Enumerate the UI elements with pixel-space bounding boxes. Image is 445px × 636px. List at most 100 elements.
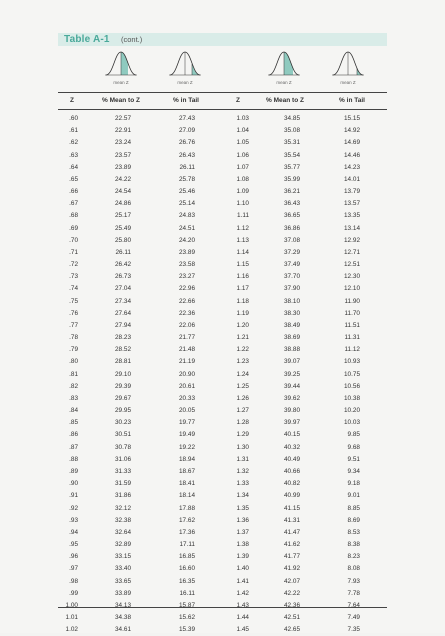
- in-tail-cell: 16.35: [179, 577, 195, 585]
- mean-to-z-cell: 26.42: [115, 261, 131, 269]
- z-cell: .95: [69, 541, 78, 549]
- in-tail-cell: 8.08: [347, 565, 360, 573]
- z-cell: 1.07: [236, 163, 249, 171]
- in-tail-cell: 8.85: [347, 504, 360, 512]
- table-row: .68 25.17 24.83 1.11 36.65 13.35: [58, 210, 387, 222]
- mean-to-z-cell: 37.90: [284, 285, 300, 293]
- in-tail-cell: 8.38: [347, 541, 360, 549]
- table-row: .69 25.49 24.51 1.12 36.86 13.14: [58, 223, 387, 235]
- in-tail-cell: 18.14: [179, 492, 195, 500]
- in-tail-cell: 7.64: [347, 601, 360, 609]
- curve-caption: mean Z: [113, 80, 129, 85]
- z-cell: 1.11: [237, 212, 249, 220]
- mean-to-z-cell: 24.22: [115, 175, 131, 183]
- z-cell: 1.03: [236, 115, 249, 122]
- mean-to-z-cell: 27.34: [115, 297, 131, 305]
- mean-to-z-cell: 39.25: [284, 370, 300, 378]
- table-row: 1.01 34.38 15.62 1.44 42.51 7.49: [58, 612, 387, 624]
- mean-to-z-cell: 25.17: [115, 212, 131, 220]
- z-cell: .90: [69, 480, 78, 488]
- mean-to-z-cell: 33.89: [115, 589, 131, 597]
- mean-to-z-cell: 32.64: [115, 528, 131, 536]
- table-row: .85 30.23 19.77 1.28 39.97 10.03: [58, 417, 387, 429]
- z-cell: .80: [69, 358, 78, 366]
- mean-to-z-cell: 35.54: [284, 151, 300, 159]
- z-cell: .87: [69, 443, 78, 451]
- in-tail-cell: 9.51: [347, 455, 360, 463]
- in-tail-cell: 22.36: [179, 309, 195, 317]
- mean-to-z-cell: 22.91: [115, 127, 131, 135]
- in-tail-cell: 19.77: [179, 419, 195, 427]
- z-cell: .63: [69, 151, 78, 159]
- mean-to-z-cell: 34.61: [115, 626, 131, 634]
- in-tail-cell: 18.94: [179, 455, 195, 463]
- in-tail-cell: 12.92: [344, 236, 360, 244]
- in-tail-cell: 9.34: [347, 467, 360, 475]
- in-tail-cell: 13.35: [344, 212, 360, 220]
- z-cell: .77: [69, 321, 78, 329]
- mean-to-z-cell: 39.80: [284, 407, 300, 415]
- in-tail-cell: 8.69: [347, 516, 360, 524]
- z-cell: 1.25: [236, 382, 249, 390]
- mean-to-z-cell: 31.33: [115, 467, 131, 475]
- table-row: .81 29.10 20.90 1.24 39.25 10.75: [58, 369, 387, 381]
- mean-to-z-cell: 29.10: [115, 370, 131, 378]
- in-tail-cell: 11.70: [344, 309, 360, 317]
- table-row: .90 31.59 18.41 1.33 40.82 9.18: [58, 478, 387, 490]
- mean-to-z-cell: 41.92: [284, 565, 300, 573]
- table-row: .62 23.24 26.76 1.05 35.31 14.69: [58, 137, 387, 149]
- mean-to-z-cell: 23.24: [115, 139, 131, 147]
- table-row: .71 26.11 23.89 1.14 37.29 12.71: [58, 247, 387, 259]
- in-tail-cell: 12.71: [344, 248, 360, 256]
- mean-to-z-cell: 35.31: [284, 139, 300, 147]
- z-cell: 1.38: [236, 541, 249, 549]
- mean-to-z-cell: 30.23: [115, 419, 131, 427]
- z-cell: .86: [69, 431, 78, 439]
- in-tail-cell: 10.20: [344, 407, 360, 415]
- z-cell: .78: [69, 334, 78, 342]
- table-row: .93 32.38 17.62 1.36 41.31 8.69: [58, 515, 387, 527]
- mean-to-z-cell: 42.51: [284, 614, 300, 622]
- in-tail-cell: 27.43: [179, 115, 195, 122]
- z-cell: .97: [69, 565, 78, 573]
- table-title: Table A-1: [64, 34, 110, 45]
- in-tail-cell: 12.10: [344, 285, 360, 293]
- column-header-z-2: Z: [236, 97, 240, 104]
- table-row: 1.02 34.61 15.39 1.45 42.65 7.35: [58, 624, 387, 636]
- z-cell: 1.06: [236, 151, 249, 159]
- z-cell: .81: [69, 370, 78, 378]
- in-tail-cell: 22.96: [179, 285, 195, 293]
- table-row: .82 29.39 20.61 1.25 39.44 10.56: [58, 381, 387, 393]
- in-tail-cell: 12.51: [344, 261, 360, 269]
- table-row: .79 28.52 21.48 1.22 38.88 11.12: [58, 344, 387, 356]
- table-row: .74 27.04 22.96 1.17 37.90 12.10: [58, 283, 387, 295]
- mean-to-z-cell: 41.31: [284, 516, 300, 524]
- table-row: .99 33.89 16.11 1.42 42.22 7.78: [58, 588, 387, 600]
- in-tail-cell: 17.36: [179, 528, 195, 536]
- table-row: .64 23.89 26.11 1.07 35.77 14.23: [58, 162, 387, 174]
- z-cell: .60: [69, 115, 78, 122]
- table-row: .97 33.40 16.60 1.40 41.92 8.08: [58, 563, 387, 575]
- table-row: .72 26.42 23.58 1.15 37.49 12.51: [58, 259, 387, 271]
- column-header-mean-to-z: % Mean to Z: [102, 97, 140, 104]
- in-tail-cell: 11.90: [344, 297, 360, 305]
- column-header-in-tail-2: % in Tail: [339, 97, 365, 104]
- z-cell: .82: [69, 382, 78, 390]
- in-tail-cell: 9.68: [347, 443, 360, 451]
- z-cell: 1.36: [236, 516, 249, 524]
- mean-to-z-cell: 24.54: [115, 188, 131, 196]
- table-row: 1.00 34.13 15.87 1.43 42.36 7.64: [58, 600, 387, 612]
- mean-to-z-cell: 42.22: [284, 589, 300, 597]
- in-tail-cell: 24.20: [179, 236, 195, 244]
- in-tail-cell: 15.15: [344, 115, 360, 122]
- z-cell: 1.33: [236, 480, 249, 488]
- in-tail-cell: 7.78: [347, 589, 360, 597]
- z-cell: .99: [69, 589, 78, 597]
- table-continued-note: (cont.): [121, 35, 143, 44]
- mean-to-z-cell: 32.89: [115, 541, 131, 549]
- table-row: .77 27.94 22.06 1.20 38.49 11.51: [58, 320, 387, 332]
- table-row: .75 27.34 22.66 1.18 38.10 11.90: [58, 296, 387, 308]
- z-cell: 1.01: [65, 614, 78, 622]
- mean-to-z-cell: 32.12: [115, 504, 131, 512]
- z-cell: .84: [69, 407, 78, 415]
